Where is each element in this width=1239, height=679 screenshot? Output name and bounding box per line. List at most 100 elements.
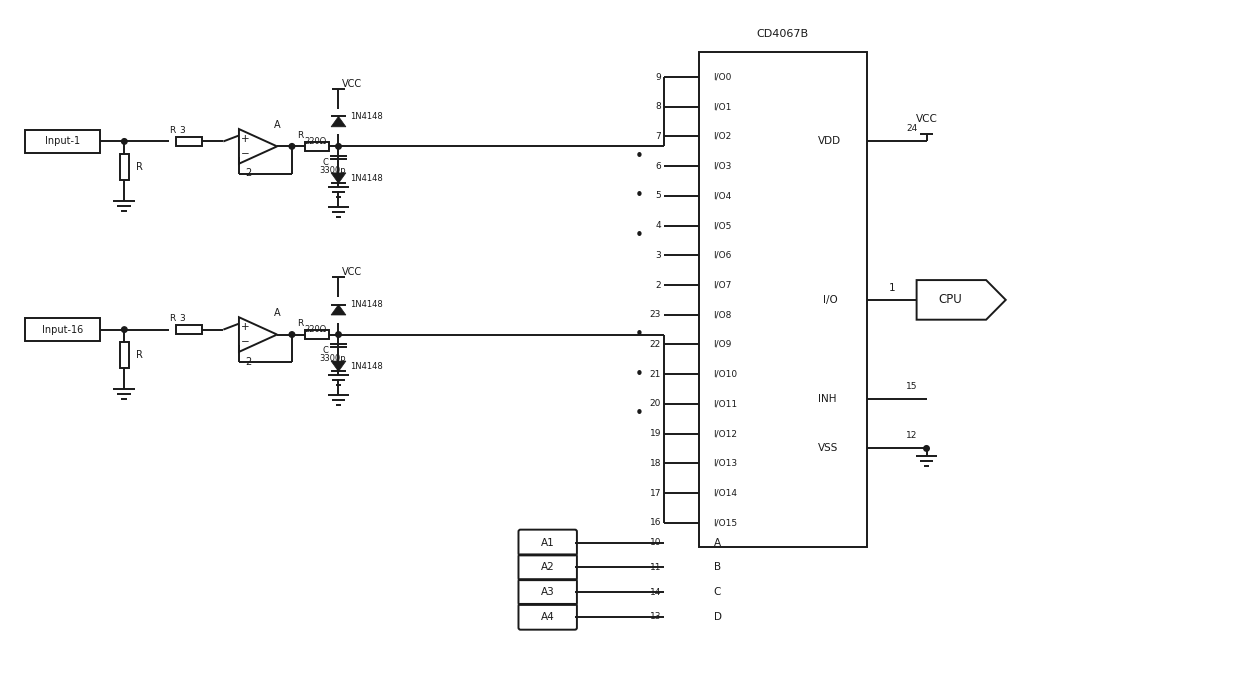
Text: D: D [714,612,721,622]
Text: 4: 4 [655,221,662,230]
Text: I/O7: I/O7 [714,280,732,289]
Bar [176,137,202,146]
Text: 3: 3 [180,314,186,323]
Text: 2: 2 [245,356,252,367]
Text: 19: 19 [649,429,662,438]
Text: •: • [634,406,644,421]
Text: A: A [274,308,280,318]
Text: I/O6: I/O6 [714,251,732,260]
Text: INH: INH [818,394,836,404]
Text: R: R [297,131,304,140]
Text: 18: 18 [649,459,662,468]
Text: I/O8: I/O8 [714,310,732,319]
Text: I/O: I/O [823,295,838,305]
Text: −: − [240,149,249,159]
Polygon shape [331,173,346,183]
Text: 3: 3 [180,126,186,135]
Text: 20: 20 [649,399,662,408]
Text: R: R [136,350,142,361]
Polygon shape [331,305,346,315]
Text: 16: 16 [649,518,662,527]
Text: 220Ω: 220Ω [305,137,327,146]
Text: I/O5: I/O5 [714,221,732,230]
Text: I/O2: I/O2 [714,132,732,141]
Text: 3300p: 3300p [320,166,346,175]
Text: •: • [634,188,644,204]
Circle shape [289,143,295,149]
Text: VDD: VDD [818,136,841,147]
Text: I/O3: I/O3 [714,162,732,170]
Text: 15: 15 [906,382,917,390]
Text: −: − [240,337,249,347]
Text: 23: 23 [649,310,662,319]
Text: •: • [634,149,644,164]
Text: VCC: VCC [916,113,938,124]
Text: R: R [169,126,175,135]
Bar [305,330,328,339]
Bar [176,325,202,334]
Text: A3: A3 [541,587,555,597]
Text: C: C [322,158,328,167]
Text: 7: 7 [655,132,662,141]
Text: 5: 5 [655,191,662,200]
Text: 24: 24 [906,124,917,133]
Text: 1N4148: 1N4148 [351,112,383,121]
Text: 9: 9 [655,73,662,81]
Text: 2: 2 [245,168,252,179]
Circle shape [336,143,341,149]
Bar [305,142,328,151]
Text: I/O15: I/O15 [714,518,737,527]
Text: C: C [322,346,328,355]
Text: VSS: VSS [818,443,838,454]
Text: 21: 21 [649,369,662,379]
Text: I/O12: I/O12 [714,429,737,438]
Text: 11: 11 [649,563,662,572]
Text: C: C [714,587,721,597]
Text: 17: 17 [649,488,662,498]
Text: CPU: CPU [939,293,963,306]
Text: VCC: VCC [342,79,362,89]
Circle shape [121,139,128,144]
Bar [120,342,129,368]
Text: I/O0: I/O0 [714,73,732,81]
Text: 10: 10 [649,538,662,547]
Polygon shape [331,361,346,371]
Text: I/O10: I/O10 [714,369,737,379]
Text: •: • [634,228,644,243]
Text: R: R [169,314,175,323]
Text: 1N4148: 1N4148 [351,174,383,183]
Text: 1: 1 [888,283,895,293]
Text: 3300p: 3300p [320,354,346,363]
Text: B: B [714,562,721,572]
Text: I/O1: I/O1 [714,103,732,111]
Text: I/O11: I/O11 [714,399,737,408]
Text: A: A [274,120,280,130]
Text: VCC: VCC [342,267,362,277]
Circle shape [121,327,128,332]
Text: I/O9: I/O9 [714,340,732,349]
Text: •: • [634,367,644,382]
Text: 22: 22 [649,340,662,349]
Text: 8: 8 [655,103,662,111]
Text: 14: 14 [649,587,662,597]
Polygon shape [331,116,346,127]
Bar [699,52,867,547]
Text: CD4067B: CD4067B [757,29,809,39]
Text: 1N4148: 1N4148 [351,362,383,371]
Text: I/O4: I/O4 [714,191,732,200]
Bar [25,130,99,153]
Text: I/O13: I/O13 [714,459,737,468]
Text: A2: A2 [541,562,555,572]
Text: 6: 6 [655,162,662,170]
Text: +: + [240,134,249,144]
Text: 220Ω: 220Ω [305,325,327,334]
Text: R: R [297,319,304,328]
Text: I/O14: I/O14 [714,488,737,498]
Text: A4: A4 [541,612,555,622]
Text: •: • [634,327,644,342]
Text: Input-1: Input-1 [45,136,81,147]
Text: 13: 13 [649,612,662,621]
Text: 2: 2 [655,280,662,289]
Bar [25,318,99,342]
Text: A: A [714,538,721,547]
